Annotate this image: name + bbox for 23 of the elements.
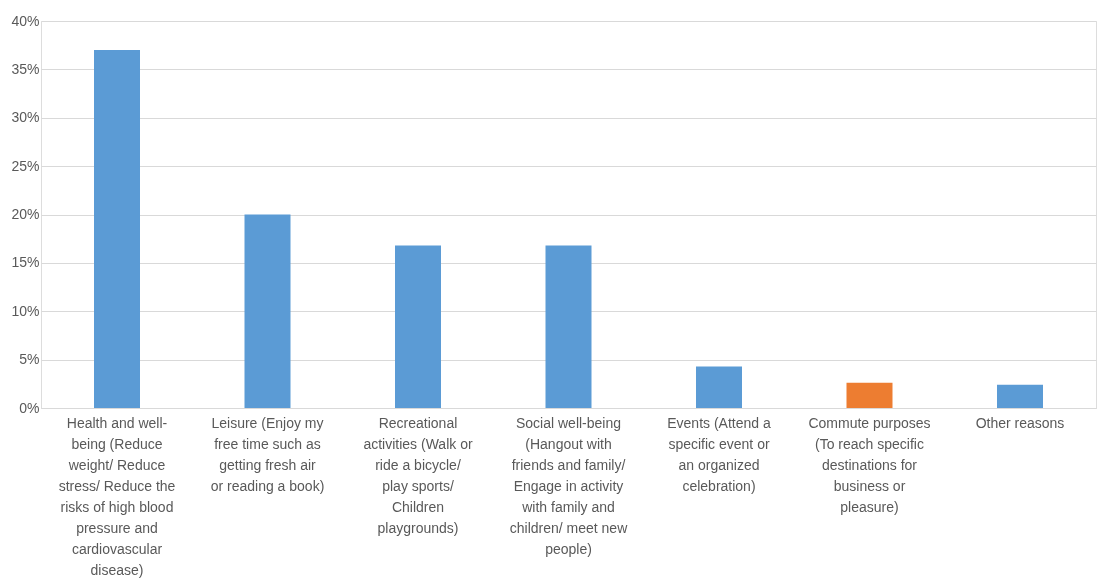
y-tick-label: 15% bbox=[11, 254, 40, 271]
x-tick-label: Social well-being (Hangout with friends and family/ Engage in activity with family and children/ meet new people) bbox=[509, 414, 629, 557]
x-tick-label: Commute purposes (To reach specific destinations for business or pleasure) bbox=[808, 414, 931, 515]
y-tick-label: 20% bbox=[11, 206, 40, 222]
y-tick-label: 10% bbox=[11, 302, 40, 319]
x-tick-label: Health and well-being (Reduce weight/ Reduce stress/ Reduce the risks of high blood pressure and cardiovascular disease) bbox=[58, 414, 176, 578]
bar bbox=[244, 214, 291, 408]
y-tick-label: 35% bbox=[11, 60, 40, 77]
y-tick-label: 40% bbox=[11, 12, 40, 29]
y-tick-label: 5% bbox=[19, 351, 40, 368]
y-tick-label: 30% bbox=[11, 109, 40, 126]
x-tick-label: Leisure (Enjoy my free time such as getting fresh air or reading a book) bbox=[210, 414, 325, 494]
bar bbox=[545, 245, 592, 408]
x-tick-label: Recreational activities (Walk or ride a bicycle/ play sports/ Children playgrounds) bbox=[363, 414, 473, 536]
bar bbox=[696, 366, 742, 408]
y-tick-label: 25% bbox=[11, 157, 40, 174]
bar bbox=[395, 245, 441, 408]
bar bbox=[94, 50, 140, 408]
bar bbox=[997, 384, 1043, 408]
x-tick-label: Other reasons bbox=[975, 414, 1065, 431]
bar bbox=[846, 382, 893, 408]
y-tick-label: 0% bbox=[19, 399, 40, 416]
x-tick-label: Events (Attend a specific event or an organized celebration) bbox=[667, 414, 771, 494]
